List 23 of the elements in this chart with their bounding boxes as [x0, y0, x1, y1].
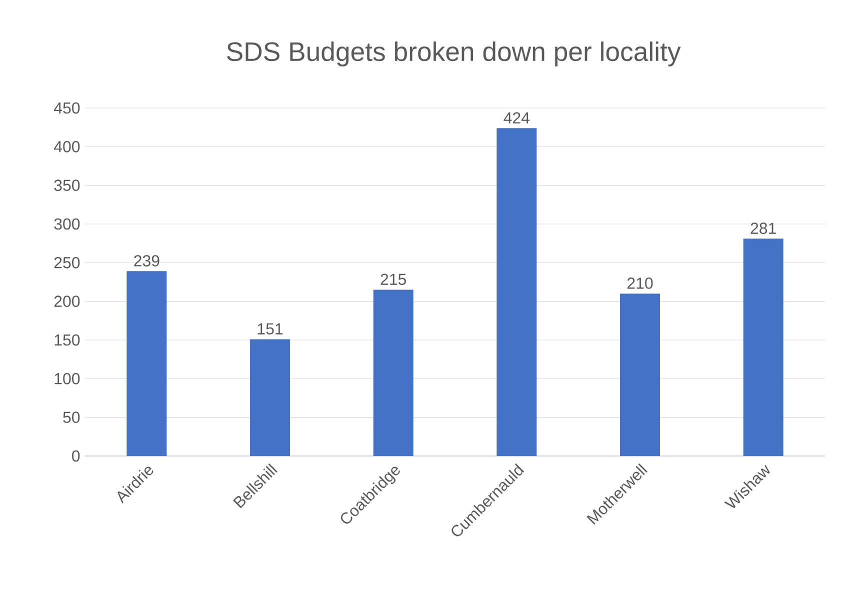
- y-tick-label: 300: [54, 218, 80, 230]
- y-tick-label: 150: [54, 334, 80, 346]
- y-tick-label: 100: [54, 372, 80, 384]
- y-tick-label: 50: [63, 412, 80, 423]
- y-tick-label: 0: [72, 450, 80, 462]
- bar: [250, 339, 290, 456]
- chart-title: SDS Budgets broken down per locality: [227, 42, 681, 66]
- data-label: 424: [504, 112, 530, 124]
- data-label: 215: [380, 274, 406, 286]
- y-tick-label: 350: [54, 180, 80, 191]
- data-label: 210: [627, 278, 653, 289]
- y-tick-label: 400: [54, 141, 80, 152]
- data-label: 239: [134, 255, 160, 266]
- bar: [373, 290, 414, 456]
- bar: [620, 294, 660, 456]
- bar: [743, 238, 784, 456]
- data-label: 151: [258, 323, 283, 334]
- y-tick-label: 250: [54, 257, 80, 268]
- data-label: 281: [750, 222, 776, 234]
- y-tick-label: 200: [54, 296, 80, 307]
- bar: [496, 128, 537, 456]
- y-tick-label: 450: [54, 102, 80, 114]
- bar: [126, 271, 167, 456]
